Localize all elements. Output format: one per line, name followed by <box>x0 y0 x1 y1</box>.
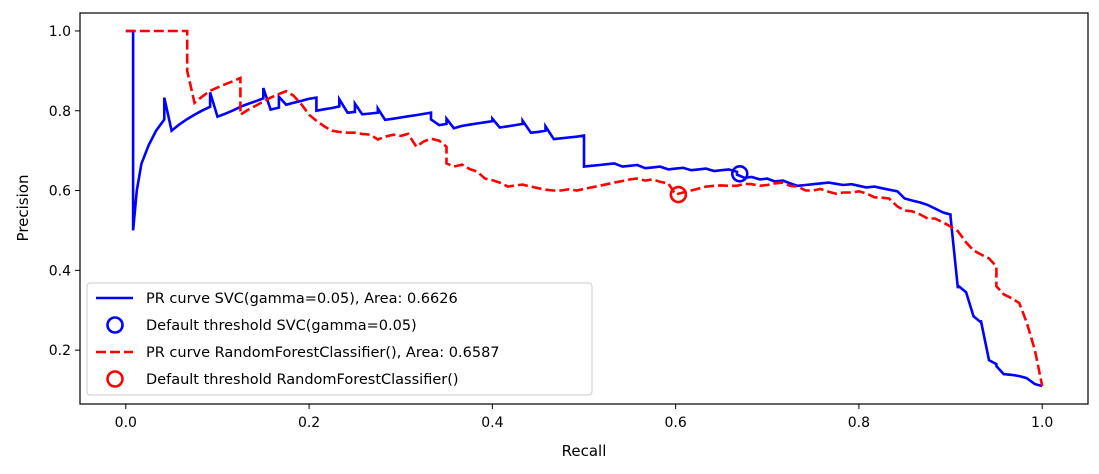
x-tick-label: 0.2 <box>298 415 320 431</box>
threshold-marker-1 <box>730 164 749 183</box>
x-tick-label: 0.8 <box>848 415 870 431</box>
x-axis-ticks: 0.0 0.2 0.4 0.6 0.8 1.0 <box>115 404 1053 431</box>
y-tick-label: 0.8 <box>49 104 71 120</box>
legend-label: PR curve SVC(gamma=0.05), Area: 0.6626 <box>146 291 458 307</box>
legend-marker-swatch <box>106 316 124 334</box>
legend-box <box>86 282 593 396</box>
series-line-0 <box>125 29 1043 388</box>
legend-label: PR curve RandomForestClassifier(), Area:… <box>146 345 500 361</box>
series-line-2 <box>125 29 1044 387</box>
x-tick-label: 1.0 <box>1031 415 1053 431</box>
x-tick-label: 0.0 <box>115 415 137 431</box>
x-tick-label: 0.6 <box>665 415 687 431</box>
x-axis-label: Recall <box>562 442 607 460</box>
y-tick-label: 1.0 <box>49 24 71 40</box>
legend: PR curve SVC(gamma=0.05), Area: 0.6626 De… <box>86 282 593 396</box>
y-tick-label: 0.4 <box>49 263 71 279</box>
y-tick-label: 0.6 <box>49 184 71 200</box>
plot-markers <box>669 164 749 204</box>
legend-marker-swatch <box>106 370 124 388</box>
y-tick-label: 0.2 <box>49 343 71 359</box>
legend-label: Default threshold RandomForestClassifier… <box>146 372 459 388</box>
threshold-marker-3 <box>669 185 688 204</box>
plot-lines <box>125 29 1044 388</box>
y-axis-ticks: 0.2 0.4 0.6 0.8 1.0 <box>49 24 80 359</box>
y-axis-label: Precision <box>14 175 32 242</box>
plot-area-frame <box>79 12 1089 405</box>
x-tick-label: 0.4 <box>481 415 503 431</box>
legend-label: Default threshold SVC(gamma=0.05) <box>146 318 417 334</box>
legend-entries: PR curve SVC(gamma=0.05), Area: 0.6626 De… <box>96 291 500 388</box>
